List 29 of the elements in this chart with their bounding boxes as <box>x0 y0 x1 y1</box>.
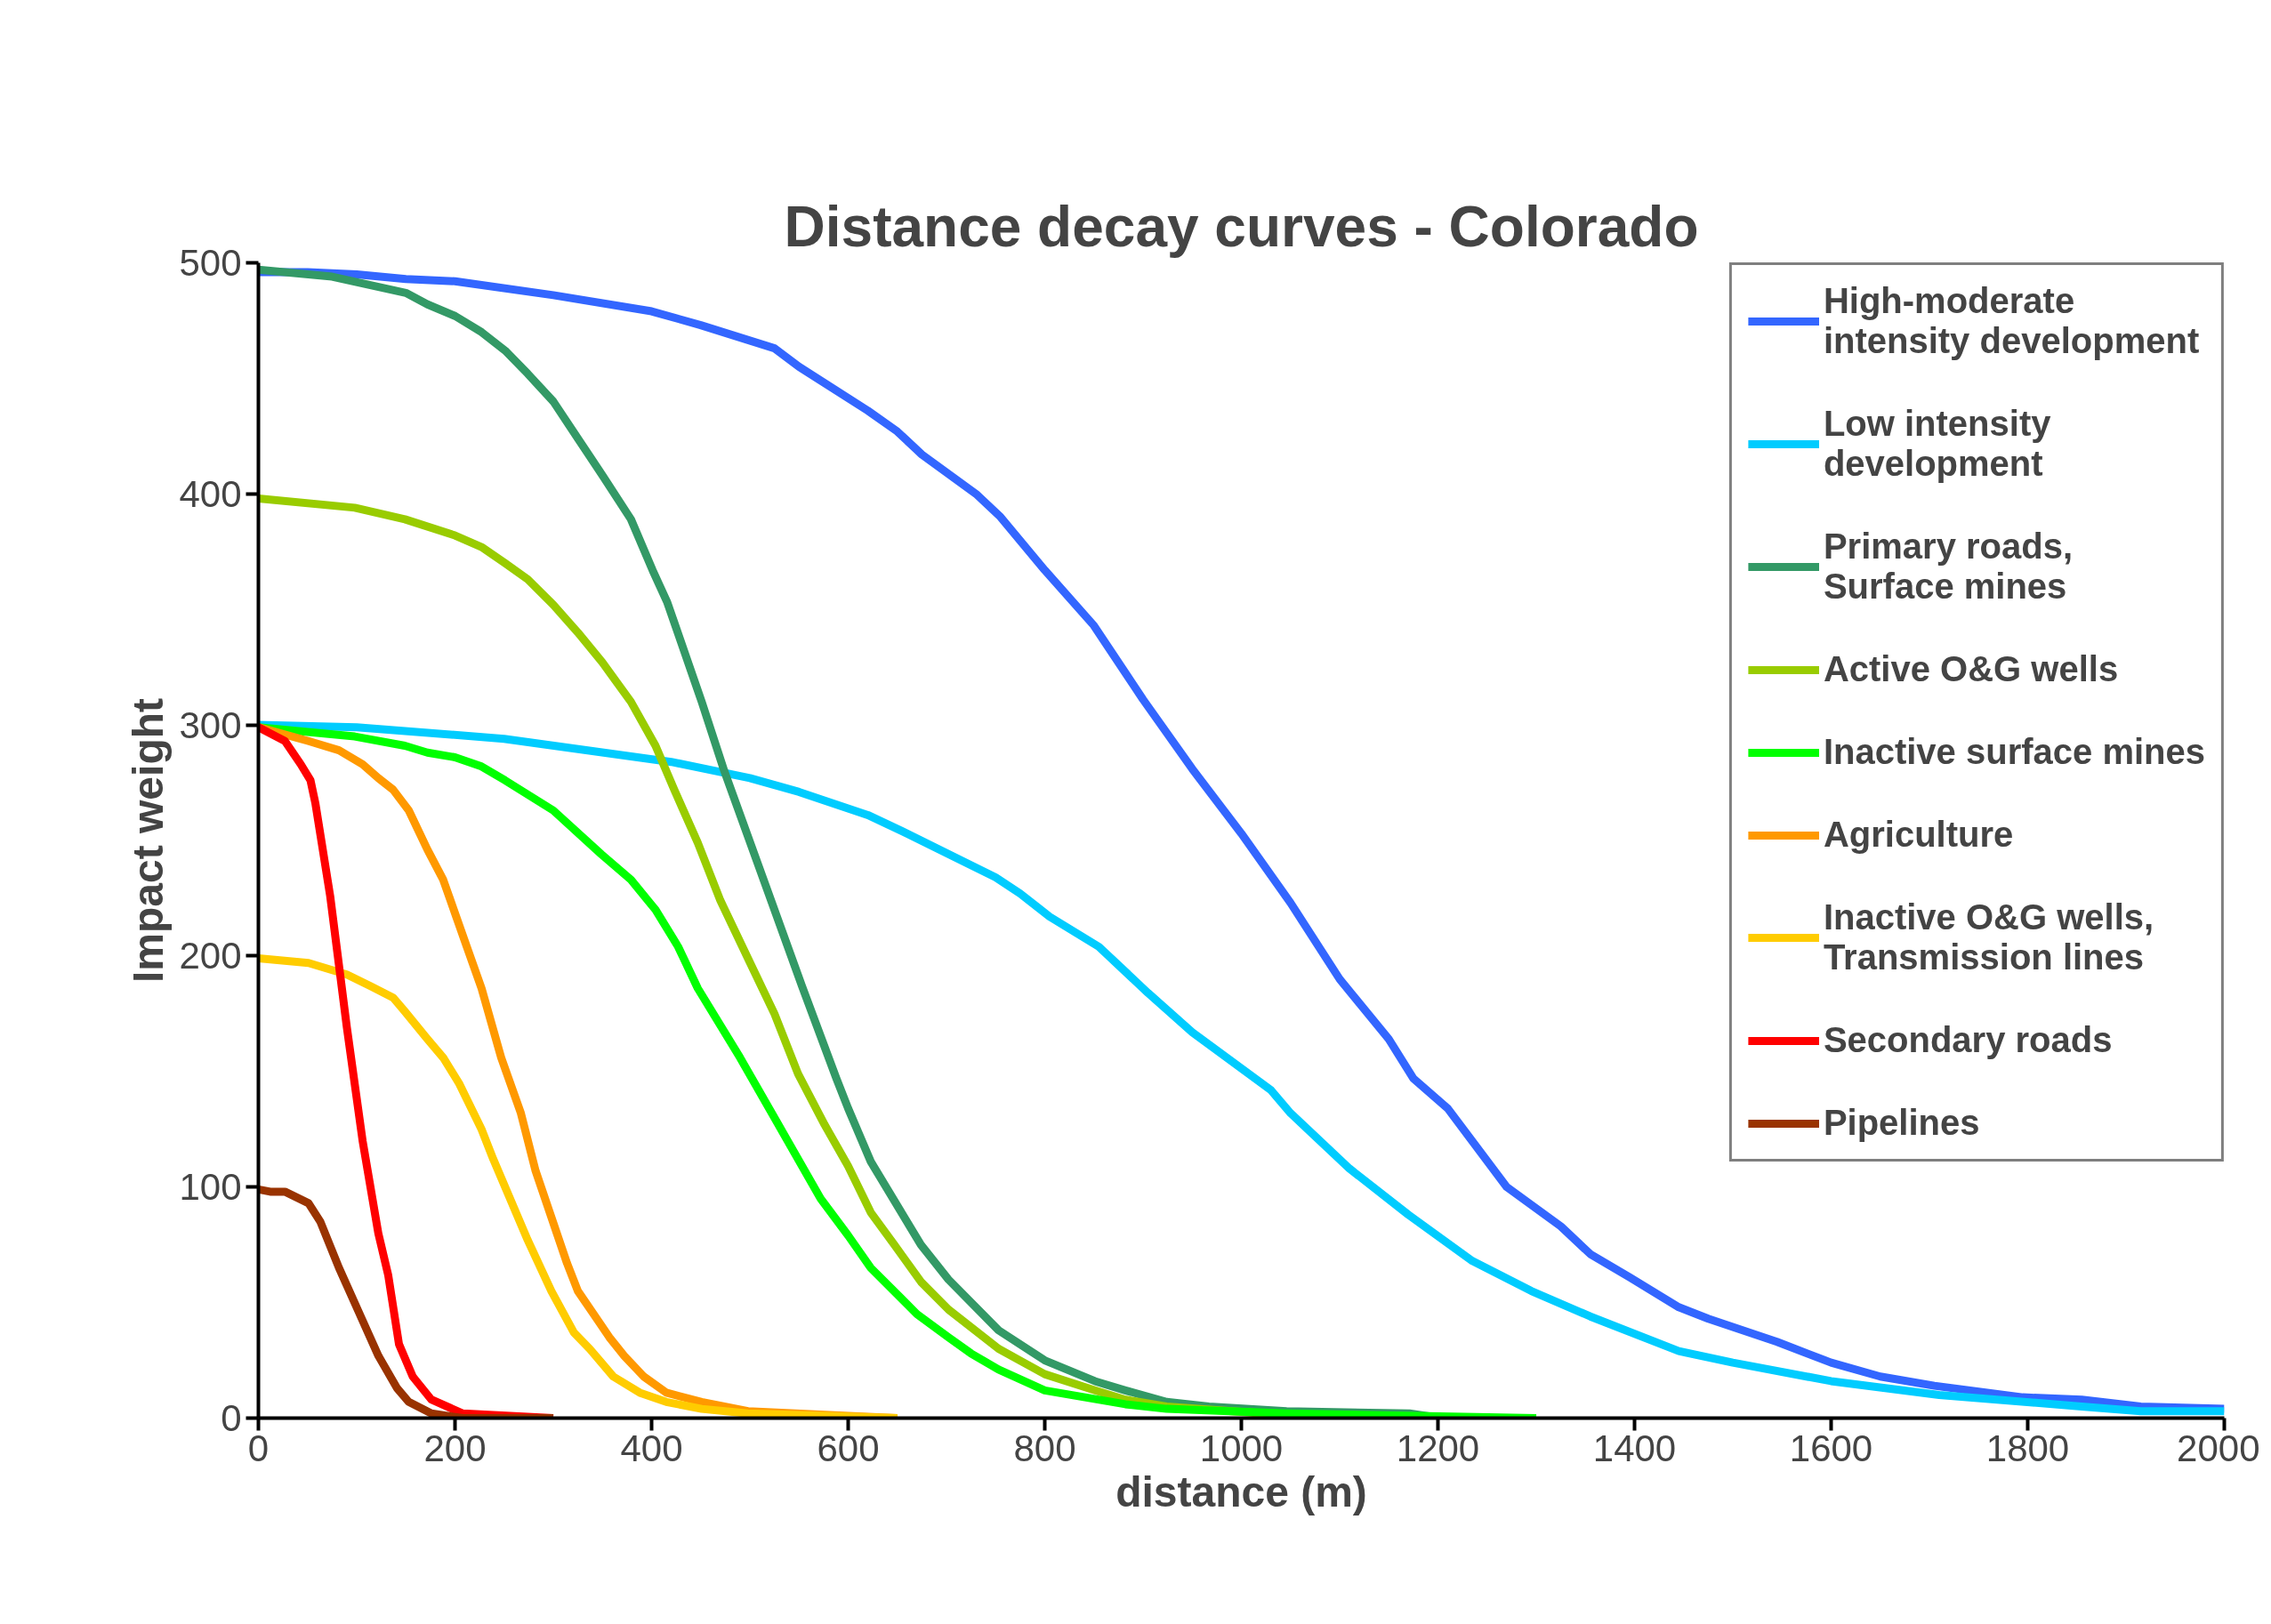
legend-label: Agriculture <box>1823 815 2014 855</box>
legend-label: Secondary roads <box>1823 1020 2113 1060</box>
x-tick-label: 1000 <box>1199 1427 1284 1469</box>
legend-label: Low intensity development <box>1823 404 2051 484</box>
y-tick-label: 0 <box>221 1397 242 1439</box>
x-tick-label: 400 <box>620 1427 683 1469</box>
x-tick-label: 1800 <box>1985 1427 2070 1469</box>
legend-label: Pipelines <box>1823 1103 1980 1143</box>
legend-label: Inactive O&G wells, Transmission lines <box>1823 897 2154 977</box>
y-tick-label: 200 <box>179 935 242 977</box>
y-tick-label: 100 <box>179 1166 242 1209</box>
x-tick-label: 2000 <box>2177 1427 2260 1469</box>
x-tick-label: 800 <box>1013 1427 1076 1469</box>
legend-label: Primary roads, Surface mines <box>1823 527 2074 607</box>
x-tick-label: 200 <box>423 1427 487 1469</box>
legend-label: Inactive surface mines <box>1823 732 2205 772</box>
x-tick-label: 1600 <box>1789 1427 1873 1469</box>
legend-label: Active O&G wells <box>1823 649 2119 689</box>
x-axis-title: distance (m) <box>1115 1467 1367 1515</box>
y-tick-label: 500 <box>179 242 242 284</box>
x-tick-label: 1200 <box>1396 1427 1480 1469</box>
y-tick-label: 300 <box>179 703 242 746</box>
legend-label: High-moderate intensity development <box>1823 281 2200 361</box>
y-tick-label: 400 <box>179 472 242 515</box>
x-tick-label: 0 <box>247 1427 270 1469</box>
x-tick-label: 600 <box>817 1427 880 1469</box>
y-axis-title: Impact weight <box>125 697 173 984</box>
x-tick-label: 1400 <box>1592 1427 1677 1469</box>
chart-title: Distance decay curves - Colorado <box>784 194 1699 259</box>
